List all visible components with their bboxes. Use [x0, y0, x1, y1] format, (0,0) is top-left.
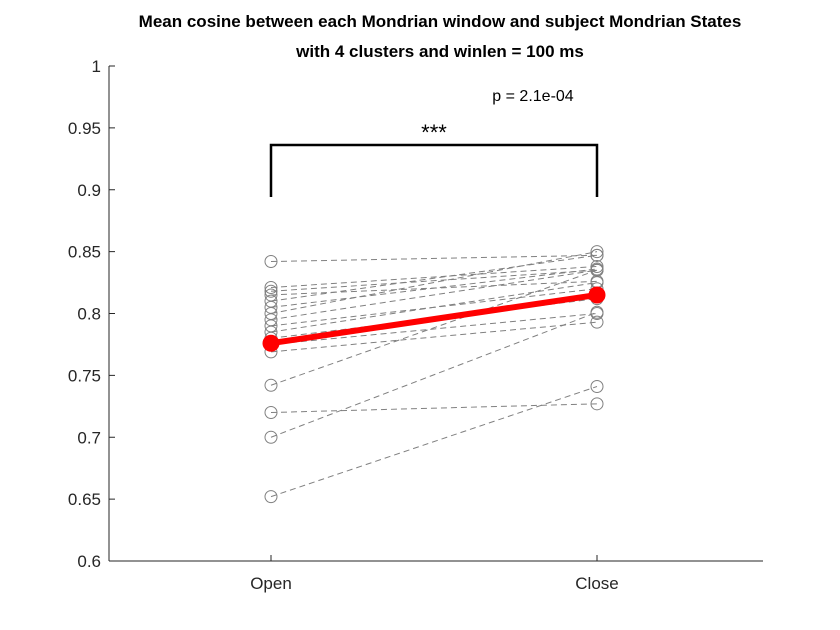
significance-stars: *** — [421, 120, 447, 145]
y-tick-label: 1 — [92, 57, 101, 76]
subject-line — [270, 403, 598, 413]
x-tick-label: Close — [575, 574, 618, 593]
subject-line — [270, 254, 598, 302]
chart-subtitle: with 4 clusters and winlen = 100 ms — [295, 42, 584, 61]
subject-line — [270, 265, 598, 289]
mean-line — [262, 286, 606, 352]
axes: 0.6 0.65 0.7 0.75 0.8 0.85 0.9 0.95 1 Open Close — [68, 57, 763, 593]
subject-line — [270, 269, 598, 292]
y-tick-label: 0.65 — [68, 490, 101, 509]
subject-line — [270, 313, 598, 345]
subject-point — [264, 284, 278, 298]
significance-bracket: p = 2.1e-04 *** — [269, 88, 599, 197]
subject-line — [270, 386, 598, 498]
subject-line — [270, 268, 598, 308]
subject-point — [264, 378, 278, 392]
subject-lines — [264, 245, 604, 504]
mean-point — [262, 334, 280, 352]
subject-point — [590, 315, 604, 329]
subject-point — [590, 397, 604, 411]
subject-point — [590, 245, 604, 259]
y-tick-label: 0.9 — [77, 181, 101, 200]
subject-line — [270, 311, 598, 438]
subject-point — [264, 490, 278, 504]
y-tick-label: 0.6 — [77, 552, 101, 571]
subject-point — [590, 248, 604, 262]
subject-point — [264, 281, 278, 295]
y-tick-label: 0.85 — [68, 243, 101, 262]
p-value-label: p = 2.1e-04 — [492, 88, 574, 105]
y-tick-label: 0.75 — [68, 366, 101, 385]
subject-line — [270, 269, 598, 321]
y-tick-label: 0.95 — [68, 119, 101, 138]
subject-point — [590, 305, 604, 319]
y-tick-label: 0.8 — [77, 305, 101, 324]
mean-point — [588, 286, 606, 304]
subject-point — [264, 406, 278, 419]
mean-line-segment — [268, 291, 600, 347]
subject-line — [270, 269, 598, 386]
x-tick-label: Open — [250, 574, 292, 593]
significance-bracket-line — [269, 143, 599, 197]
subject-point — [264, 255, 278, 269]
subject-point — [264, 430, 278, 444]
subject-point — [590, 380, 604, 394]
subject-point — [590, 263, 604, 277]
subject-line — [270, 282, 598, 333]
subject-line — [270, 251, 598, 314]
subject-line — [270, 321, 598, 353]
y-tick-label: 0.7 — [77, 428, 101, 447]
subject-line — [270, 254, 598, 263]
chart-title: Mean cosine between each Mondrian window… — [139, 12, 742, 31]
